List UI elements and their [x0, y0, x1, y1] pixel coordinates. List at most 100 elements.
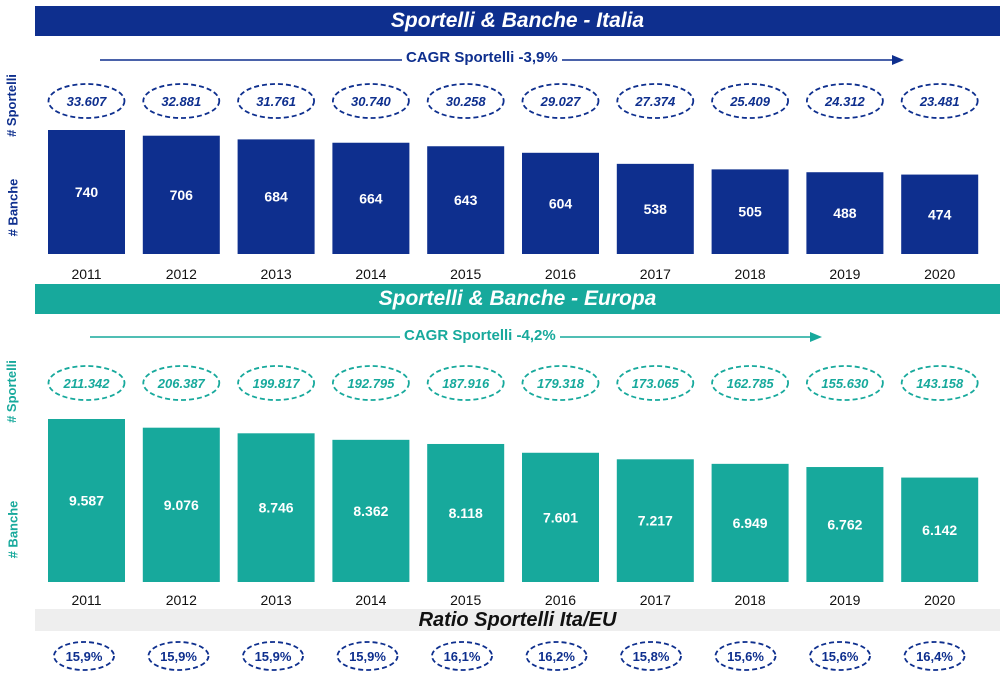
- europa-banche-bar: [48, 419, 125, 582]
- italia-cagr-arrow-head: [892, 55, 904, 65]
- italia-year-tick: 2017: [640, 266, 671, 282]
- italia-banche-bar: [48, 130, 125, 254]
- italia-year-tick: 2018: [735, 266, 766, 282]
- italia-banche-label: 664: [359, 190, 383, 206]
- italia-sportelli-bubble: [806, 83, 884, 119]
- europa-year-tick: 2012: [166, 592, 197, 608]
- europa-sportelli-label: 192.795: [347, 376, 395, 391]
- italia-banner: Sportelli & Banche - Italia: [35, 6, 1000, 36]
- europa-sportelli-bubble: [616, 365, 695, 401]
- europa-year-tick: 2020: [924, 592, 955, 608]
- europa-year-tick: 2016: [545, 592, 576, 608]
- ratio-label: 15,8%: [633, 649, 670, 664]
- ratio-bubble: [242, 641, 304, 671]
- italia-banche-bar: [332, 142, 410, 254]
- europa-sportelli-label: 211.342: [62, 376, 110, 391]
- italia-sportelli-label: 24.312: [824, 94, 866, 109]
- europa-sportelli-bubble: [426, 365, 505, 401]
- italia-banche-label: 706: [170, 187, 194, 203]
- ratio-bubble: [53, 641, 115, 671]
- ratio-label: 15,6%: [727, 649, 764, 664]
- europa-banche-label: 6.949: [733, 515, 768, 531]
- italia-banche-bar: [522, 152, 599, 254]
- europa-banche-label: 7.217: [638, 513, 673, 529]
- europa-sportelli-label: 199.817: [253, 376, 301, 391]
- italia-banche-bar: [427, 146, 505, 254]
- italia-sportelli-bubble: [331, 83, 410, 119]
- europa-sportelli-bubble: [142, 365, 221, 401]
- italia-year-tick: 2013: [261, 266, 292, 282]
- italia-sportelli-bubble: [711, 83, 789, 119]
- europa-year-tick: 2011: [71, 592, 101, 608]
- europa-banche-bar: [237, 433, 315, 582]
- italia-banche-label: 643: [454, 192, 478, 208]
- europa-banche-bar: [901, 477, 979, 582]
- europa-banche-label: 8.746: [259, 500, 294, 516]
- italia-banche-label: 740: [75, 184, 99, 200]
- italia-sportelli-label: 33.607: [67, 94, 108, 109]
- ratio-label: 15,9%: [160, 649, 197, 664]
- italia-sportelli-label: 25.409: [729, 94, 771, 109]
- ratio-bubble: [809, 641, 871, 671]
- italia-banche-label: 474: [928, 206, 952, 222]
- italia-sportelli-bubble: [426, 83, 505, 119]
- europa-cagr-arrow-head: [810, 332, 822, 342]
- italia-year-tick: 2020: [924, 266, 955, 282]
- italia-sportelli-bubble: [237, 83, 316, 119]
- europa-banche-bar: [616, 459, 694, 582]
- europa-sportelli-label: 179.318: [537, 376, 585, 391]
- italia-year-tick: 2014: [355, 266, 386, 282]
- italia-sportelli-bubble: [521, 83, 600, 119]
- europa-banche-bar: [711, 463, 789, 582]
- europa-banche-label: 6.142: [922, 522, 957, 538]
- europa-banche-label: 6.762: [827, 517, 862, 533]
- europa-sportelli-label: 173.065: [632, 376, 680, 391]
- ratio-label: 15,9%: [349, 649, 386, 664]
- italia-banche-label: 505: [738, 204, 762, 220]
- italia-banche-bar: [901, 174, 979, 254]
- europa-banche-label: 9.587: [69, 493, 104, 509]
- ratio-bubble: [147, 641, 210, 671]
- europa-year-tick: 2014: [355, 592, 386, 608]
- italia-year-tick: 2016: [545, 266, 576, 282]
- italia-sportelli-label: 30.740: [351, 94, 392, 109]
- ratio-bubble: [903, 641, 966, 671]
- europa-sportelli-label: 155.630: [821, 376, 869, 391]
- italia-sportelli-bubble: [616, 83, 695, 119]
- italia-sportelli-label: 32.881: [161, 94, 201, 109]
- europa-banche-label: 8.362: [353, 503, 388, 519]
- europa-sportelli-bubble: [331, 365, 410, 401]
- europa-sportelli-bubble: [47, 365, 126, 401]
- italia-year-tick: 2011: [71, 266, 101, 282]
- europa-year-tick: 2013: [261, 592, 292, 608]
- europa-year-tick: 2019: [829, 592, 860, 608]
- europa-year-tick: 2017: [640, 592, 671, 608]
- ratio-label: 16,1%: [444, 649, 481, 664]
- europa-banche-bar: [142, 427, 220, 582]
- europa-sportelli-bubble: [806, 365, 884, 401]
- europa-sportelli-bubble: [711, 365, 789, 401]
- ratio-banner: Ratio Sportelli Ita/EU: [35, 609, 1000, 631]
- europa-sportelli-label: 187.916: [442, 376, 490, 391]
- europa-banner: Sportelli & Banche - Europa: [35, 284, 1000, 314]
- ratio-label: 16,2%: [538, 649, 575, 664]
- europa-cagr-label: CAGR Sportelli -4,2%: [400, 327, 560, 344]
- ratio-bubble: [714, 641, 777, 671]
- italia-sportelli-label: 29.027: [540, 94, 582, 109]
- europa-banche-label: 7.601: [543, 509, 578, 525]
- italia-sportelli-bubble: [142, 83, 221, 119]
- italia-banche-label: 684: [264, 189, 288, 205]
- europa-sportelli-label: 162.785: [727, 376, 775, 391]
- italia-sportelli-label: 31.761: [256, 94, 296, 109]
- europa-sportelli-bubble: [900, 365, 979, 401]
- italia-banche-bar: [806, 172, 884, 254]
- italia-sportelli-bubble: [47, 83, 126, 119]
- europa-banche-label: 8.118: [449, 505, 483, 521]
- italia-sportelli-axis-label: # Sportelli: [3, 74, 19, 137]
- italia-sportelli-label: 27.374: [634, 94, 676, 109]
- italia-banche-bar: [711, 169, 789, 254]
- europa-year-tick: 2015: [450, 592, 481, 608]
- europa-sportelli-label: 143.158: [916, 376, 964, 391]
- ratio-label: 15,9%: [66, 649, 103, 664]
- europa-banche-bar: [522, 452, 599, 582]
